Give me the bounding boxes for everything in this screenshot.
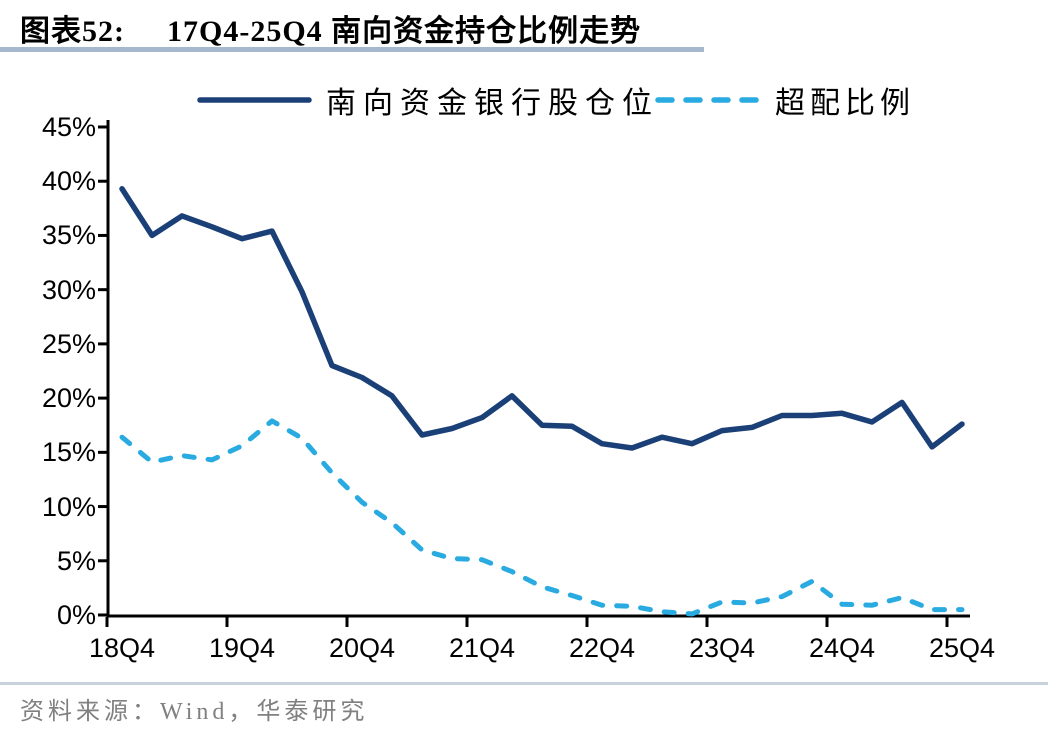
y-axis-tick-label: 45% <box>41 112 96 142</box>
y-axis-tick-label: 25% <box>41 328 96 359</box>
legend-label: 超配比例 <box>775 87 915 120</box>
figure-title-row: 图表52: 17Q4-25Q4 南向资金持仓比例走势 <box>20 6 1030 48</box>
x-axis-tick-label: 19Q4 <box>208 633 276 663</box>
series-line-dashed <box>119 418 965 617</box>
y-axis-tick-label: 35% <box>41 220 96 251</box>
x-axis-tick-label: 24Q4 <box>808 633 876 663</box>
chart-legend: 南向资金银行股仓位 超配比例 <box>0 82 1048 120</box>
x-axis-tick-label: 18Q4 <box>88 633 156 663</box>
y-axis-tick-label: 0% <box>56 600 96 630</box>
series-line-solid <box>119 186 965 451</box>
title-underline-rule <box>0 47 704 52</box>
figure-title: 17Q4-25Q4 南向资金持仓比例走势 <box>167 15 642 48</box>
x-axis-tick-label: 22Q4 <box>568 633 636 663</box>
x-axis-tick-label: 20Q4 <box>328 633 396 663</box>
y-axis-tick-label: 10% <box>41 491 96 522</box>
x-axis-tick-label: 21Q4 <box>448 633 516 663</box>
y-axis-tick-label: 20% <box>41 383 96 414</box>
source-note: 资料来源：Wind，华泰研究 <box>20 699 369 725</box>
legend-item-bank-position: 南向资金银行股仓位 <box>197 82 659 120</box>
legend-label: 南向资金银行股仓位 <box>326 87 659 120</box>
footer-rule <box>0 682 1048 685</box>
legend-item-overweight-ratio: 超配比例 <box>655 82 915 120</box>
figure-number-label: 图表52: <box>20 15 125 48</box>
legend-dashed-line-icon <box>655 97 761 103</box>
y-axis-tick-label: 30% <box>41 274 96 305</box>
y-axis-tick-label: 15% <box>41 437 96 468</box>
y-axis-tick-label: 40% <box>41 166 96 197</box>
x-axis-tick-label: 25Q4 <box>928 633 996 663</box>
x-axis-tick-label: 23Q4 <box>688 633 756 663</box>
legend-solid-line-icon <box>197 97 312 103</box>
y-axis-tick-label: 5% <box>56 545 96 576</box>
